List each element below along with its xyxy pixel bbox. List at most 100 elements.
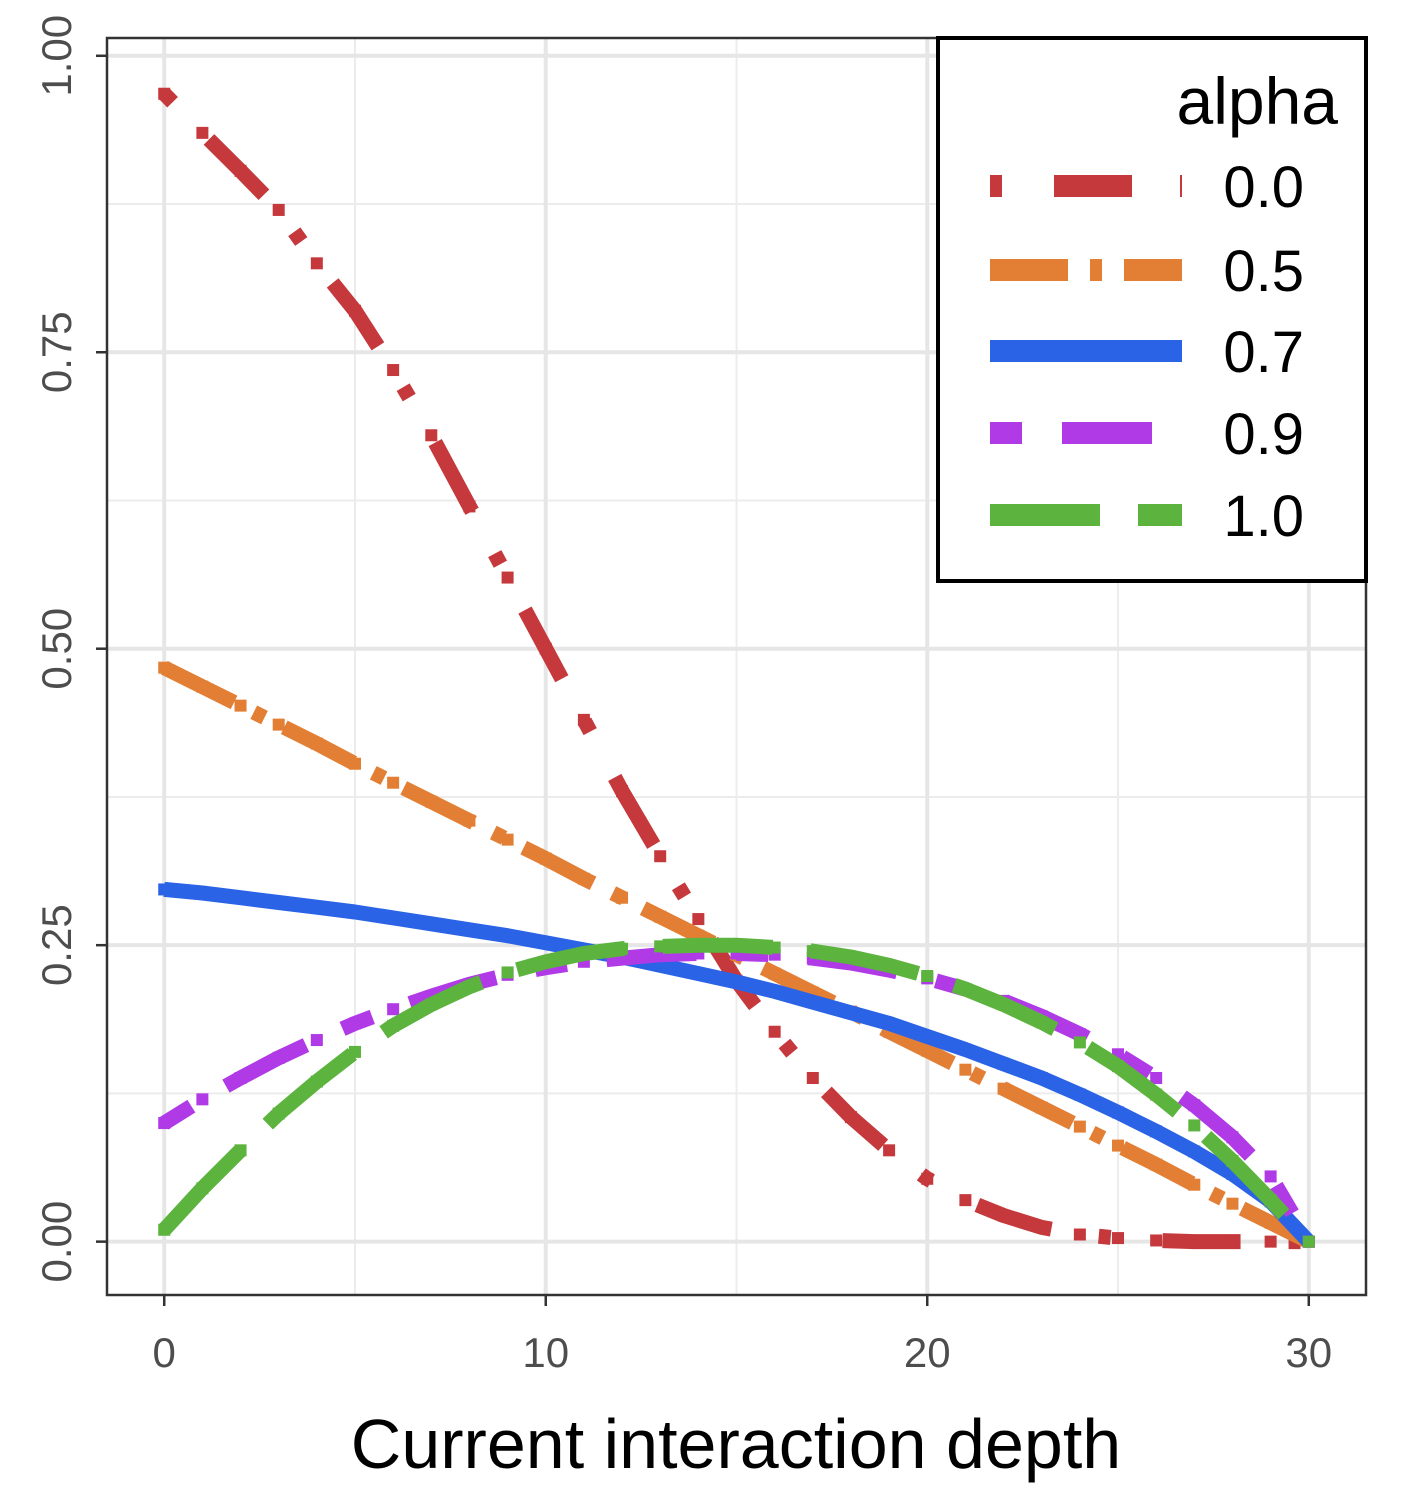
data-point-0.0 [692, 913, 705, 926]
data-point-1.0 [692, 939, 705, 952]
data-point-0.0 [616, 785, 629, 798]
data-point-0.0 [806, 1071, 819, 1084]
x-tick-label: 30 [1285, 1329, 1332, 1376]
legend-box [936, 36, 1368, 583]
data-point-0.5 [1188, 1178, 1201, 1191]
data-point-1.0 [883, 959, 896, 972]
data-point-0.0 [768, 1025, 781, 1038]
y-tick-label: 0.25 [33, 904, 80, 986]
data-point-0.9 [158, 1117, 171, 1130]
data-point-0.0 [883, 1144, 896, 1157]
x-tick-label: 20 [904, 1329, 951, 1376]
data-point-0.0 [844, 1111, 857, 1124]
data-point-0.5 [577, 872, 590, 885]
data-point-0.7 [844, 1006, 857, 1019]
data-point-0.0 [348, 304, 361, 317]
data-point-1.0 [1035, 1016, 1048, 1029]
legend-label: 0.7 [1223, 320, 1304, 385]
data-point-0.5 [463, 814, 476, 827]
data-point-1.0 [1302, 1235, 1315, 1248]
data-point-0.0 [387, 364, 400, 377]
data-point-0.5 [387, 776, 400, 789]
data-point-0.0 [921, 1172, 934, 1185]
data-point-0.0 [425, 429, 438, 442]
y-tick-label: 0.00 [33, 1201, 80, 1283]
data-point-0.9 [196, 1093, 209, 1106]
data-point-1.0 [310, 1075, 323, 1088]
data-point-0.7 [463, 923, 476, 936]
y-tick-label: 0.75 [33, 311, 80, 393]
data-point-0.0 [158, 87, 171, 100]
data-point-0.5 [654, 910, 667, 923]
data-point-0.5 [310, 737, 323, 750]
data-point-0.5 [158, 661, 171, 674]
data-point-0.9 [234, 1071, 247, 1084]
data-point-0.7 [539, 936, 552, 949]
series-lines [158, 87, 1316, 1250]
data-point-0.7 [501, 929, 514, 942]
data-point-0.5 [272, 718, 285, 731]
data-point-1.0 [616, 942, 629, 955]
data-point-1.0 [1188, 1119, 1201, 1132]
data-point-0.9 [1188, 1099, 1201, 1112]
plot-border [105, 36, 1368, 1297]
data-point-0.5 [768, 967, 781, 980]
data-point-0.7 [806, 996, 819, 1009]
legend-label: 0.5 [1223, 239, 1304, 304]
data-point-0.0 [997, 1209, 1010, 1222]
data-point-0.7 [1073, 1088, 1086, 1101]
data-point-0.9 [1226, 1131, 1239, 1144]
data-point-0.5 [959, 1063, 972, 1076]
data-point-0.0 [501, 571, 514, 584]
data-point-0.5 [501, 833, 514, 846]
legend-label: 1.0 [1223, 484, 1304, 549]
data-point-0.0 [1150, 1234, 1163, 1247]
data-point-0.0 [310, 257, 323, 270]
data-point-1.0 [1264, 1194, 1277, 1207]
data-point-0.9 [348, 1017, 361, 1030]
data-point-1.0 [158, 1223, 171, 1236]
data-point-1.0 [1150, 1088, 1163, 1101]
data-point-0.0 [196, 126, 209, 139]
data-point-0.0 [654, 850, 667, 863]
data-point-0.5 [921, 1044, 934, 1057]
x-axis-title: Current interaction depth [351, 1405, 1121, 1483]
data-point-0.0 [959, 1194, 972, 1207]
data-point-1.0 [921, 970, 934, 983]
data-point-1.0 [997, 998, 1010, 1011]
data-point-0.0 [1073, 1228, 1086, 1241]
data-point-0.9 [272, 1051, 285, 1064]
data-point-1.0 [959, 983, 972, 996]
data-point-0.0 [272, 203, 285, 216]
data-point-0.7 [921, 1030, 934, 1043]
data-point-1.0 [1073, 1036, 1086, 1049]
data-point-1.0 [272, 1107, 285, 1120]
data-point-0.5 [234, 699, 247, 712]
data-point-0.0 [1226, 1235, 1239, 1248]
data-point-0.7 [196, 886, 209, 899]
data-point-0.0 [1188, 1235, 1201, 1248]
data-point-1.0 [1226, 1154, 1239, 1167]
data-point-0.5 [1112, 1139, 1125, 1152]
data-point-1.0 [234, 1144, 247, 1157]
data-point-0.7 [1188, 1145, 1201, 1158]
data-point-0.0 [234, 164, 247, 177]
data-point-0.9 [1150, 1071, 1163, 1084]
data-point-1.0 [425, 998, 438, 1011]
data-point-0.7 [1150, 1125, 1163, 1138]
data-point-1.0 [730, 939, 743, 952]
data-point-0.7 [272, 896, 285, 909]
data-point-0.7 [959, 1043, 972, 1056]
data-point-0.5 [1035, 1101, 1048, 1114]
y-tick-label: 0.50 [33, 608, 80, 690]
data-point-0.7 [387, 911, 400, 924]
data-point-1.0 [501, 966, 514, 979]
data-point-0.7 [997, 1057, 1010, 1070]
data-point-0.0 [463, 500, 476, 513]
data-point-0.7 [310, 901, 323, 914]
legend-title: alpha [1177, 64, 1339, 138]
data-point-0.5 [1150, 1158, 1163, 1171]
data-point-0.5 [1226, 1197, 1239, 1210]
data-point-1.0 [348, 1045, 361, 1058]
